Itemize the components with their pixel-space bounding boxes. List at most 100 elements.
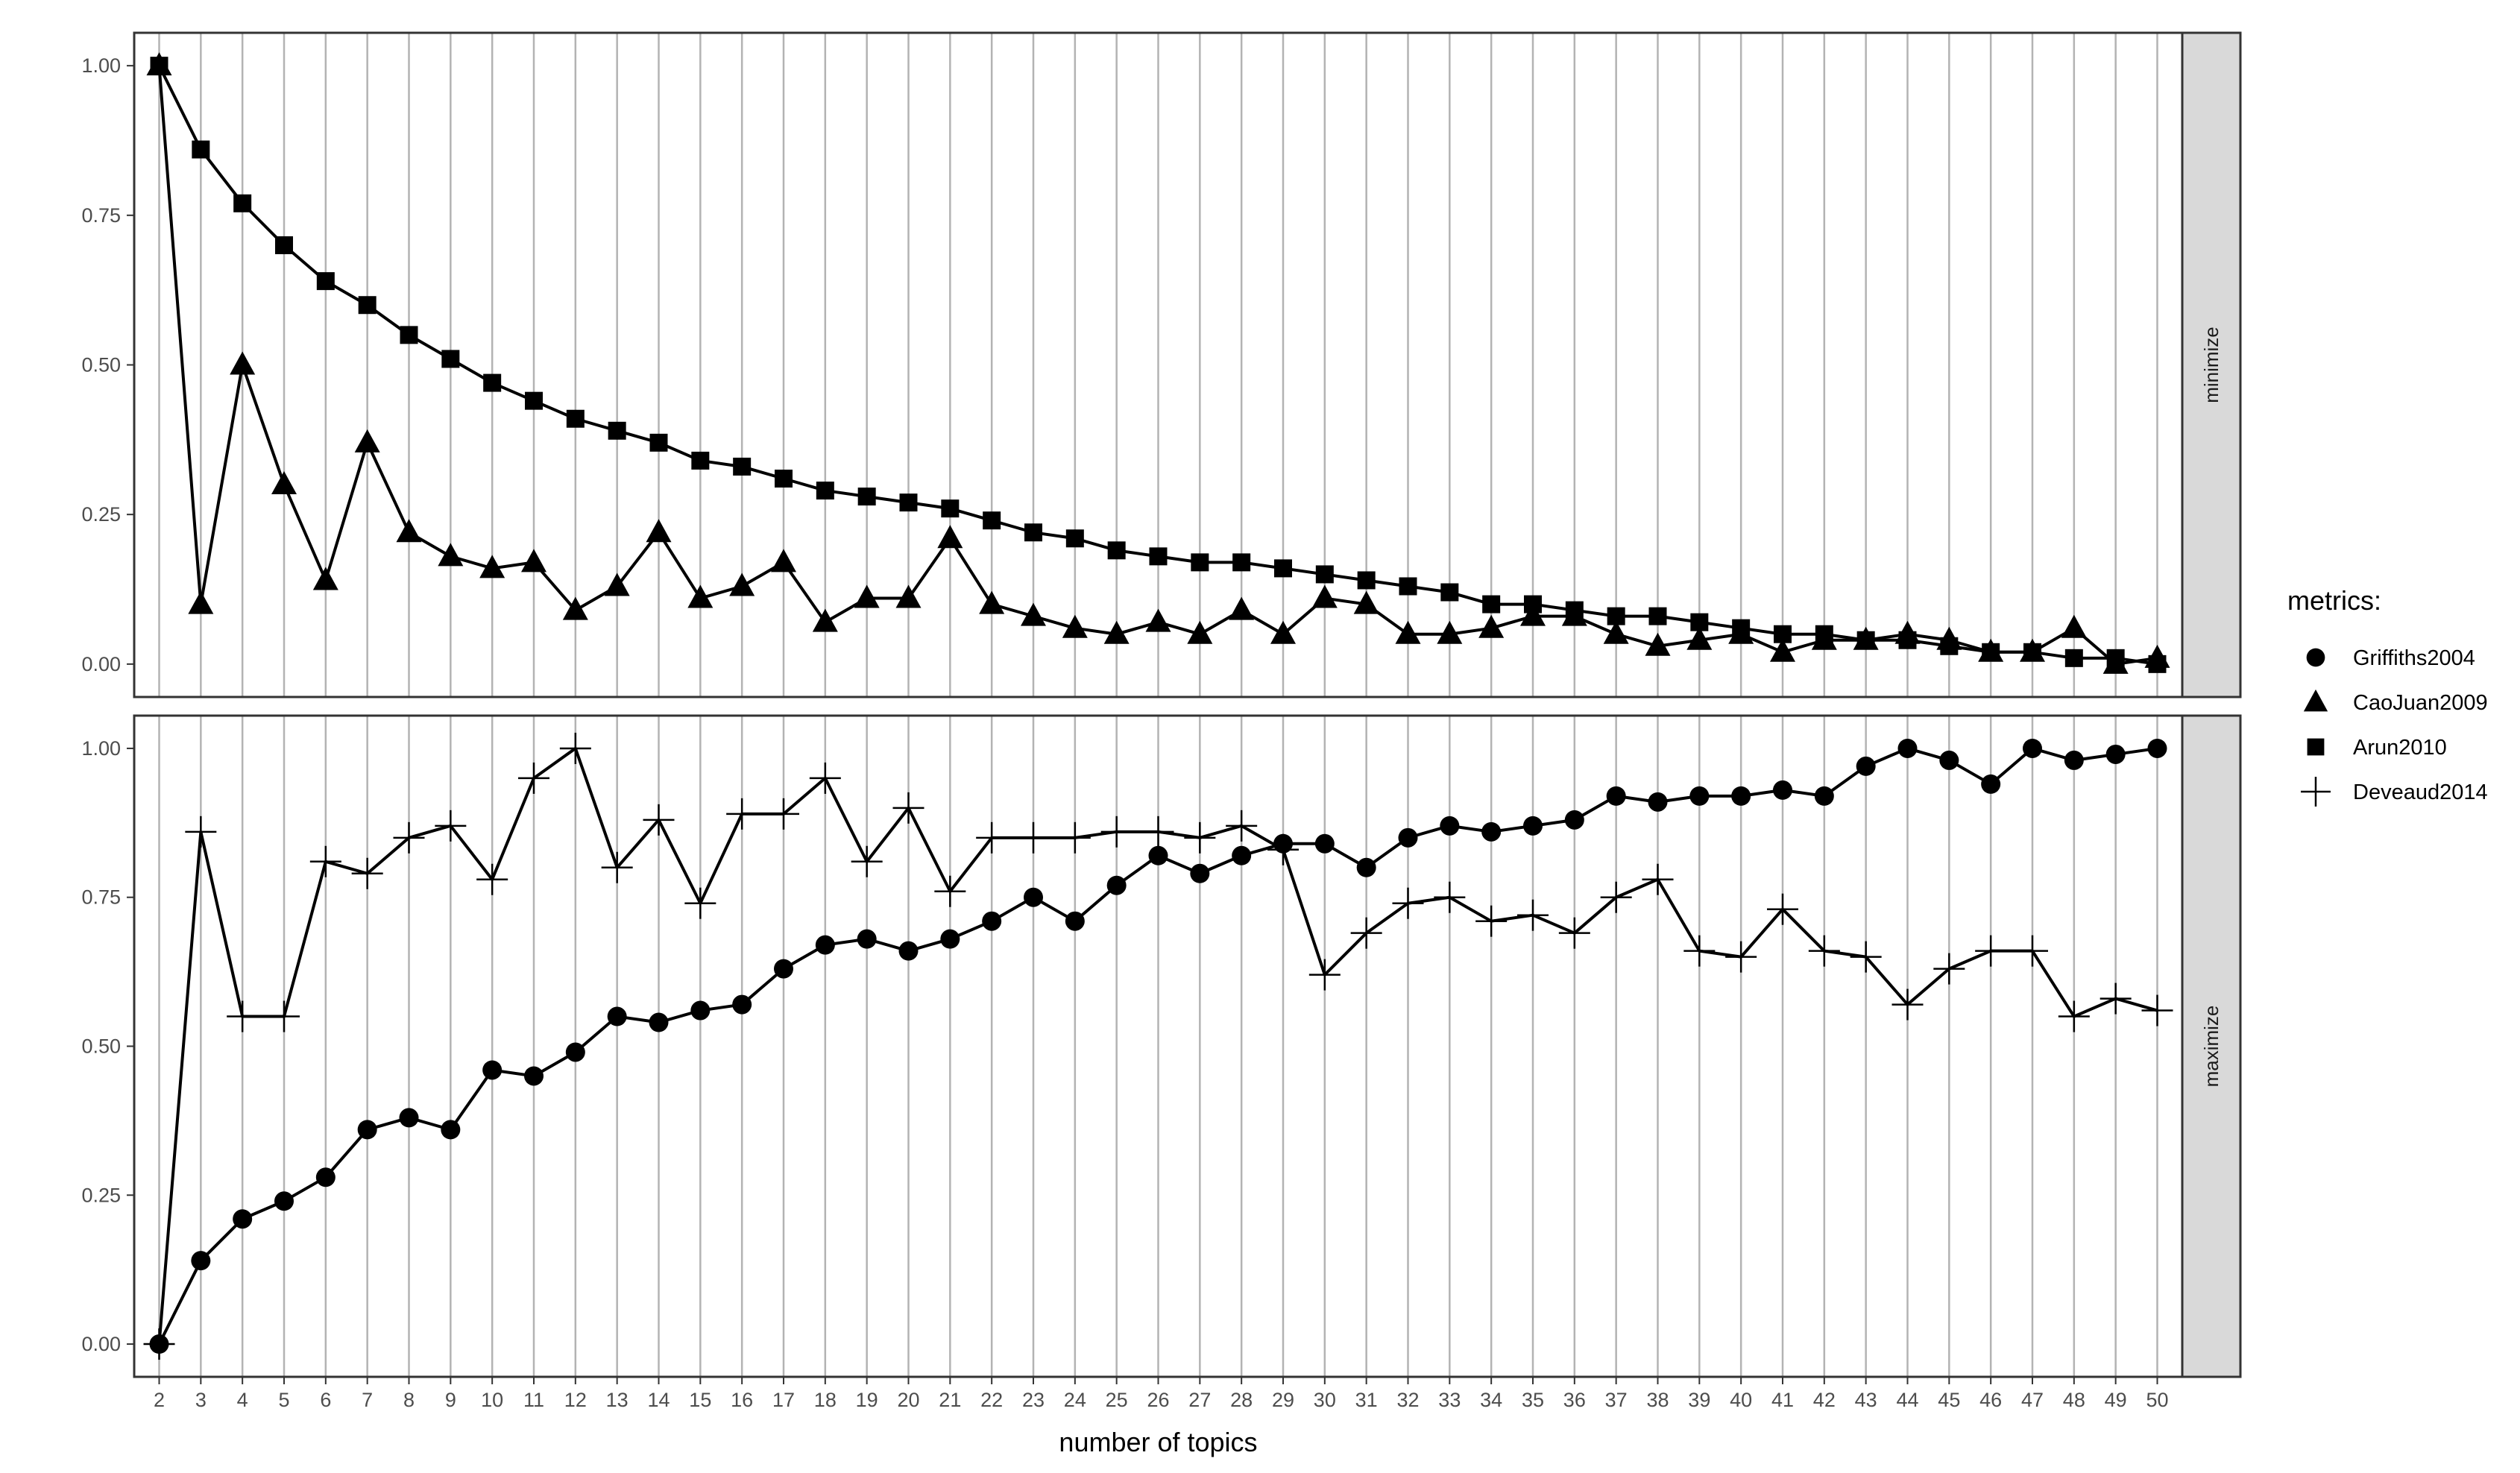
x-tick-label-24: 24 (1064, 1389, 1086, 1411)
point-arun2010-27 (1191, 553, 1209, 572)
x-tick-label-5: 5 (278, 1389, 289, 1411)
point-griffiths2004-17 (774, 959, 793, 979)
point-deveaud2014-46 (1975, 935, 2007, 967)
x-tick-label-14: 14 (647, 1389, 670, 1411)
point-caojuan2009-13 (604, 573, 630, 596)
x-tick-label-11: 11 (523, 1389, 544, 1411)
point-deveaud2014-22 (976, 821, 1008, 854)
x-tick-label-27: 27 (1188, 1389, 1211, 1411)
point-arun2010-39 (1690, 613, 1709, 631)
point-arun2010-21 (941, 499, 960, 518)
strip-label-maximize: maximize (2200, 1006, 2223, 1088)
point-arun2010-44 (1898, 631, 1917, 649)
point-arun2010-31 (1357, 571, 1376, 590)
x-tick-label-30: 30 (1314, 1389, 1336, 1411)
point-caojuan2009-26 (1145, 608, 1171, 632)
point-arun2010-24 (1065, 529, 1084, 548)
point-griffiths2004-12 (565, 1042, 585, 1062)
point-griffiths2004-27 (1190, 863, 1210, 883)
x-tick-label-36: 36 (1563, 1389, 1586, 1411)
point-caojuan2009-24 (1062, 614, 1088, 638)
point-deveaud2014-41 (1767, 893, 1798, 925)
point-arun2010-28 (1232, 553, 1251, 572)
y-tick-label-0.00: 0.00 (81, 1333, 121, 1355)
point-griffiths2004-32 (1398, 827, 1418, 848)
x-tick-label-33: 33 (1438, 1389, 1461, 1411)
point-griffiths2004-26 (1148, 845, 1168, 865)
point-deveaud2014-48 (2058, 1000, 2090, 1032)
point-griffiths2004-49 (2105, 744, 2126, 764)
point-arun2010-32 (1399, 577, 1417, 596)
strip-maximize (2181, 714, 2242, 1378)
legend-key-deveaud2014 (2301, 777, 2331, 807)
point-deveaud2014-36 (1558, 917, 1590, 949)
point-griffiths2004-15 (690, 1000, 711, 1021)
point-arun2010-8 (400, 326, 418, 344)
point-griffiths2004-40 (1731, 786, 1751, 806)
point-caojuan2009-9 (438, 543, 464, 567)
point-deveaud2014-33 (1434, 881, 1466, 913)
point-griffiths2004-19 (857, 929, 877, 949)
x-tick-label-41: 41 (1771, 1389, 1794, 1411)
x-tick-label-16: 16 (731, 1389, 753, 1411)
x-tick-label-22: 22 (980, 1389, 1003, 1411)
x-tick-label-43: 43 (1855, 1389, 1877, 1411)
point-caojuan2009-7 (354, 429, 380, 452)
point-griffiths2004-3 (191, 1251, 211, 1271)
x-tick-label-12: 12 (564, 1389, 587, 1411)
point-arun2010-36 (1565, 601, 1584, 619)
point-griffiths2004-11 (524, 1066, 544, 1086)
point-arun2010-13 (608, 421, 626, 440)
point-deveaud2014-11 (518, 762, 549, 794)
legend-label-arun2010: Arun2010 (2353, 736, 2447, 760)
legend-key-griffiths2004 (2306, 648, 2325, 667)
point-deveaud2014-32 (1392, 887, 1424, 919)
point-griffiths2004-38 (1648, 792, 1668, 812)
point-deveaud2014-31 (1350, 917, 1382, 949)
point-arun2010-35 (1524, 595, 1542, 614)
point-arun2010-10 (483, 373, 502, 392)
x-tick-label-13: 13 (606, 1389, 629, 1411)
point-arun2010-38 (1648, 607, 1667, 625)
point-deveaud2014-4 (227, 1000, 259, 1032)
x-tick-label-50: 50 (2146, 1389, 2168, 1411)
point-arun2010-20 (899, 493, 918, 512)
point-deveaud2014-27 (1184, 821, 1216, 854)
x-tick-label-8: 8 (403, 1389, 415, 1411)
legend: metrics: Griffiths2004 CaoJuan2009 Arun201… (2287, 585, 2488, 807)
point-caojuan2009-31 (1353, 590, 1379, 614)
point-griffiths2004-13 (607, 1006, 627, 1026)
point-deveaud2014-34 (1475, 905, 1508, 937)
x-tick-label-6: 6 (320, 1389, 331, 1411)
legend-title: metrics: (2287, 585, 2381, 616)
x-axis-title: number of topics (1059, 1427, 1257, 1457)
point-arun2010-25 (1107, 541, 1126, 560)
point-arun2010-30 (1315, 565, 1334, 584)
point-arun2010-12 (566, 409, 585, 428)
point-caojuan2009-35 (1520, 602, 1546, 626)
point-griffiths2004-9 (441, 1120, 461, 1140)
point-caojuan2009-29 (1270, 620, 1296, 644)
point-caojuan2009-17 (771, 549, 796, 573)
point-caojuan2009-39 (1686, 626, 1713, 650)
x-tick-label-3: 3 (195, 1389, 207, 1411)
x-tick-label-40: 40 (1730, 1389, 1752, 1411)
x-tick-label-46: 46 (1979, 1389, 2002, 1411)
x-tick-label-17: 17 (772, 1389, 795, 1411)
x-tick-label-18: 18 (814, 1389, 837, 1411)
point-caojuan2009-48 (2061, 614, 2087, 638)
point-griffiths2004-24 (1065, 911, 1085, 931)
series-points-griffiths2004 (149, 738, 2167, 1354)
point-arun2010-9 (441, 350, 460, 368)
point-griffiths2004-18 (815, 935, 835, 955)
point-caojuan2009-38 (1645, 632, 1671, 656)
point-deveaud2014-50 (2141, 994, 2173, 1026)
point-arun2010-43 (1856, 631, 1875, 649)
point-griffiths2004-25 (1106, 875, 1127, 895)
point-griffiths2004-31 (1356, 857, 1376, 877)
point-caojuan2009-23 (1021, 602, 1046, 626)
point-griffiths2004-7 (357, 1120, 377, 1140)
point-caojuan2009-22 (979, 590, 1005, 614)
point-griffiths2004-23 (1024, 887, 1043, 907)
point-deveaud2014-3 (185, 816, 217, 848)
